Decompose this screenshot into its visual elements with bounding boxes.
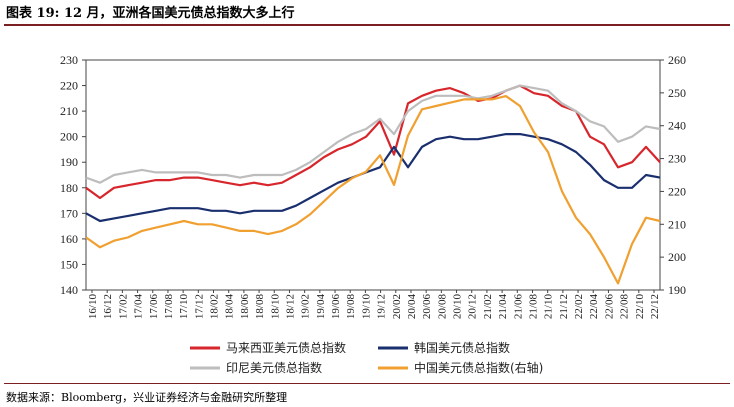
y-right-tick-label: 210 [668,217,686,231]
x-tick-label: 20/06 [421,294,433,320]
line-chart: 230 220 210 200 190 180 170 160 150 140 260 250 240 2… [60,53,686,375]
x-tick-label: 22/02 [573,294,585,319]
y-right-tick-label: 200 [668,250,686,264]
title-rule [4,24,730,26]
y-right-tick-label: 240 [668,119,686,133]
y-left-tick-label: 210 [60,104,78,118]
y-right-tick-label: 250 [668,86,686,100]
series-line-2 [85,84,661,184]
x-tick-label: 17/12 [193,294,205,319]
x-tick-label: 21/12 [558,294,570,319]
legend-label-1: 韩国美元债总指数 [414,340,510,355]
y-left-tick-label: 170 [60,206,78,220]
x-tick-label: 21/10 [543,294,555,320]
x-tick-label: 17/08 [163,294,175,320]
x-tick-label: 18/10 [269,294,281,320]
x-tick-label: 20/04 [406,294,418,320]
x-tick-label: 19/10 [360,294,372,320]
series-line-1 [85,133,661,223]
x-tick-label: 19/08 [345,294,357,320]
x-tick-label: 21/06 [512,294,524,320]
x-tick-label: 19/12 [376,294,388,319]
y-right-tick-label: 220 [668,184,686,198]
y-left-tick-label: 160 [60,232,78,246]
x-tick-label: 22/06 [603,294,615,320]
x-tick-label: 18/04 [224,294,236,320]
series-line-0 [85,84,661,200]
x-tick-label: 22/10 [634,294,646,320]
x-tick-label: 16/10 [87,294,99,320]
x-tick-label: 22/12 [649,294,661,319]
source-note: 数据来源：Bloomberg，兴业证券经济与金融研究所整理 [6,391,288,404]
y-right-tick-label: 260 [668,53,686,67]
series-line-3 [85,94,661,285]
x-tick-label: 20/12 [467,294,479,319]
x-tick-label: 18/12 [284,294,296,319]
legend-label-0: 马来西亚美元债总指数 [226,340,346,355]
chart-axes: 230 220 210 200 190 180 170 160 150 140 260 250 240 2… [60,53,686,319]
x-tick-label: 16/12 [102,294,114,319]
x-tick-label: 17/06 [148,294,160,320]
x-tick-label: 18/08 [254,294,266,320]
source-rule [4,383,730,384]
y-right-tick-label: 190 [668,283,686,297]
x-tick-label: 17/10 [178,294,190,320]
x-tick-label: 17/04 [133,294,145,320]
chart-series [85,84,661,285]
y-left-tick-label: 140 [60,283,78,297]
y-left-tick-label: 190 [60,155,78,169]
y-left-tick-label: 200 [60,130,78,144]
x-tick-label: 22/08 [619,294,631,320]
figure-title: 图表 19: 12 月，亚洲各国美元债总指数大多上行 [6,6,295,21]
x-tick-label: 19/06 [330,294,342,320]
x-tick-label: 18/06 [239,294,251,320]
y-right-tick-label: 230 [668,152,686,166]
x-tick-label: 20/08 [436,294,448,320]
x-tick-label: 17/02 [117,294,129,319]
x-tick-label: 19/02 [300,294,312,319]
x-tick-label: 20/02 [391,294,403,319]
x-tick-label: 21/04 [497,294,509,320]
x-tick-label: 21/02 [482,294,494,319]
plot-frame [85,59,661,291]
y-left-tick-label: 230 [60,53,78,67]
x-tick-label: 21/08 [527,294,539,320]
y-left-tick-label: 150 [60,257,78,271]
x-tick-label: 20/10 [452,294,464,320]
y-left-tick-label: 220 [60,79,78,93]
x-tick-label: 18/02 [209,294,221,319]
y-left-tick-label: 180 [60,181,78,195]
legend-label-3: 中国美元债总指数(右轴) [414,360,543,375]
legend-label-2: 印尼美元债总指数 [226,360,322,375]
x-tick-label: 19/04 [315,294,327,320]
x-tick-label: 22/04 [588,294,600,320]
